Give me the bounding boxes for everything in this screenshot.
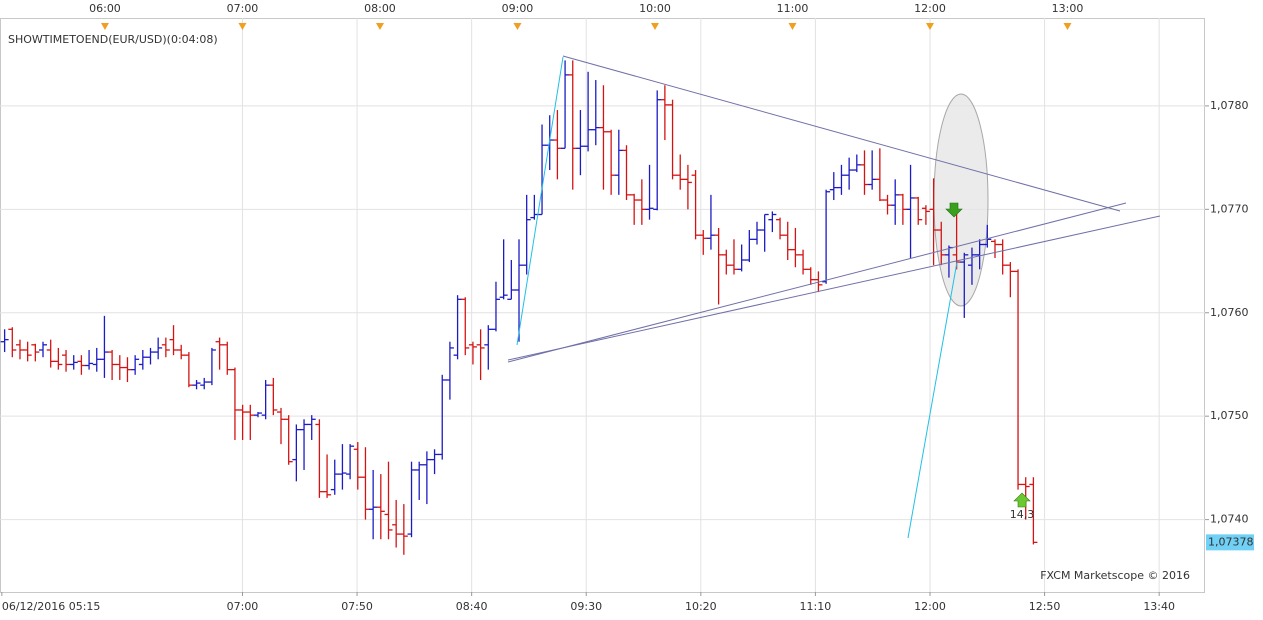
- top-tick-marker: [375, 23, 384, 30]
- grid: [0, 18, 1205, 592]
- x-tick-label: 07:50: [341, 600, 373, 613]
- y-tick-label: 1,0750: [1210, 409, 1249, 422]
- last-price-label: 1,07378: [1208, 535, 1254, 548]
- x-tick-label: 08:40: [456, 600, 488, 613]
- x-tick-label: 12:00: [914, 600, 946, 613]
- top-tick-marker: [238, 23, 247, 30]
- x-tick-label: 06/12/2016 05:15: [2, 600, 101, 613]
- trend-line: [507, 215, 1161, 361]
- x-tick-label: 10:20: [685, 600, 717, 613]
- top-tick-label: 08:00: [364, 2, 396, 15]
- plot-frame: [0, 18, 1205, 593]
- top-tick-label: 13:00: [1052, 2, 1084, 15]
- top-tick-marker: [1063, 23, 1072, 30]
- top-tick-label: 11:00: [777, 2, 809, 15]
- annotation: 14,3: [1010, 508, 1035, 521]
- y-tick-label: 1,0740: [1210, 513, 1249, 526]
- top-tick-marker: [513, 23, 522, 30]
- cyan-line: [907, 261, 958, 539]
- y-tick-label: 1,0770: [1210, 202, 1249, 215]
- buy-arrow: [1013, 492, 1031, 508]
- top-tick-label: 12:00: [914, 2, 946, 15]
- credit: FXCM Marketscope © 2016: [1040, 569, 1190, 582]
- x-tick-label: 13:40: [1143, 600, 1175, 613]
- sell-arrow: [945, 202, 963, 218]
- x-tick-label: 07:00: [227, 600, 259, 613]
- x-tick-label: 09:30: [570, 600, 602, 613]
- ohlc-bars: [0, 60, 1038, 555]
- trend-line: [507, 202, 1127, 363]
- top-tick-label: 06:00: [89, 2, 121, 15]
- top-tick-marker: [100, 23, 109, 30]
- y-tick-label: 1,0760: [1210, 306, 1249, 319]
- top-tick-label: 09:00: [502, 2, 534, 15]
- top-tick-label: 07:00: [227, 2, 259, 15]
- highlight-ellipse: [933, 93, 989, 307]
- x-tick-label: 11:10: [800, 600, 832, 613]
- top-tick-marker: [925, 23, 934, 30]
- y-tick-label: 1,0780: [1210, 99, 1249, 112]
- cyan-line: [516, 56, 564, 346]
- top-tick-marker: [650, 23, 659, 30]
- chart-title: SHOWTIMETOEND(EUR/USD)(0:04:08): [8, 33, 218, 46]
- top-tick-label: 10:00: [639, 2, 671, 15]
- trend-line: [562, 55, 1121, 212]
- last-price-box: [1206, 534, 1254, 551]
- x-tick-label: 12:50: [1029, 600, 1061, 613]
- axes: 1,0740 1,0750 1,0760 1,0770 1,0780 06/12/2016…: [1, 2, 1254, 613]
- top-tick-marker: [788, 23, 797, 30]
